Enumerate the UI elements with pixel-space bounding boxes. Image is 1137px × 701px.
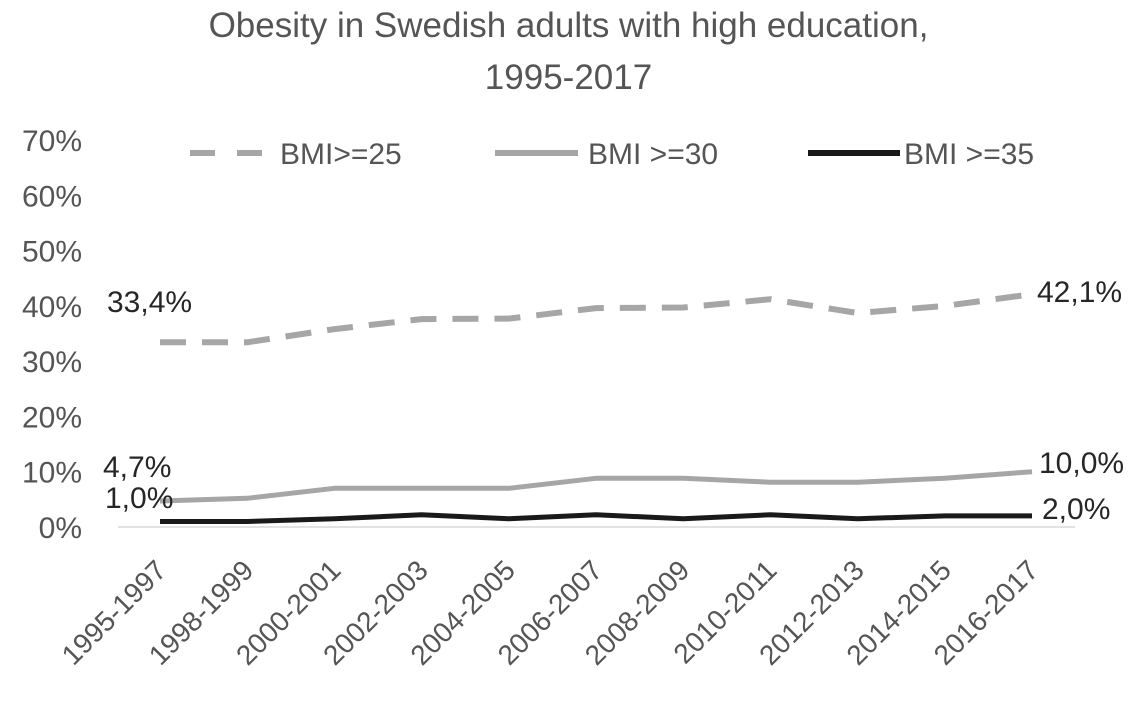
series-line-3 [160,512,1032,524]
y-tick-label: 60% [22,180,82,213]
data-label-first: 33,4% [107,286,192,319]
y-tick-label: 30% [22,346,82,379]
y-tick-label: 10% [22,457,82,490]
data-label-last: 2,0% [1042,493,1110,526]
data-label-first: 4,7% [103,451,171,484]
data-label-first: 1,0% [105,482,173,515]
y-tick-label: 0% [39,512,82,545]
series-line-1 [160,291,1033,346]
y-tick-label: 70% [22,125,82,158]
chart-title-line-1: Obesity in Swedish adults with high educ… [208,6,929,45]
legend-label: BMI >=30 [588,138,718,171]
legend-label: BMI >=35 [904,138,1034,171]
data-label-last: 10,0% [1039,447,1124,480]
series-line-2 [159,469,1033,504]
y-tick-label: 40% [22,291,82,324]
legend-label: BMI>=25 [280,138,402,171]
y-tick-label: 20% [22,401,82,434]
y-tick-label: 50% [22,236,82,269]
data-label-last: 42,1% [1037,276,1122,309]
chart-title-line-2: 1995-2017 [484,58,653,97]
